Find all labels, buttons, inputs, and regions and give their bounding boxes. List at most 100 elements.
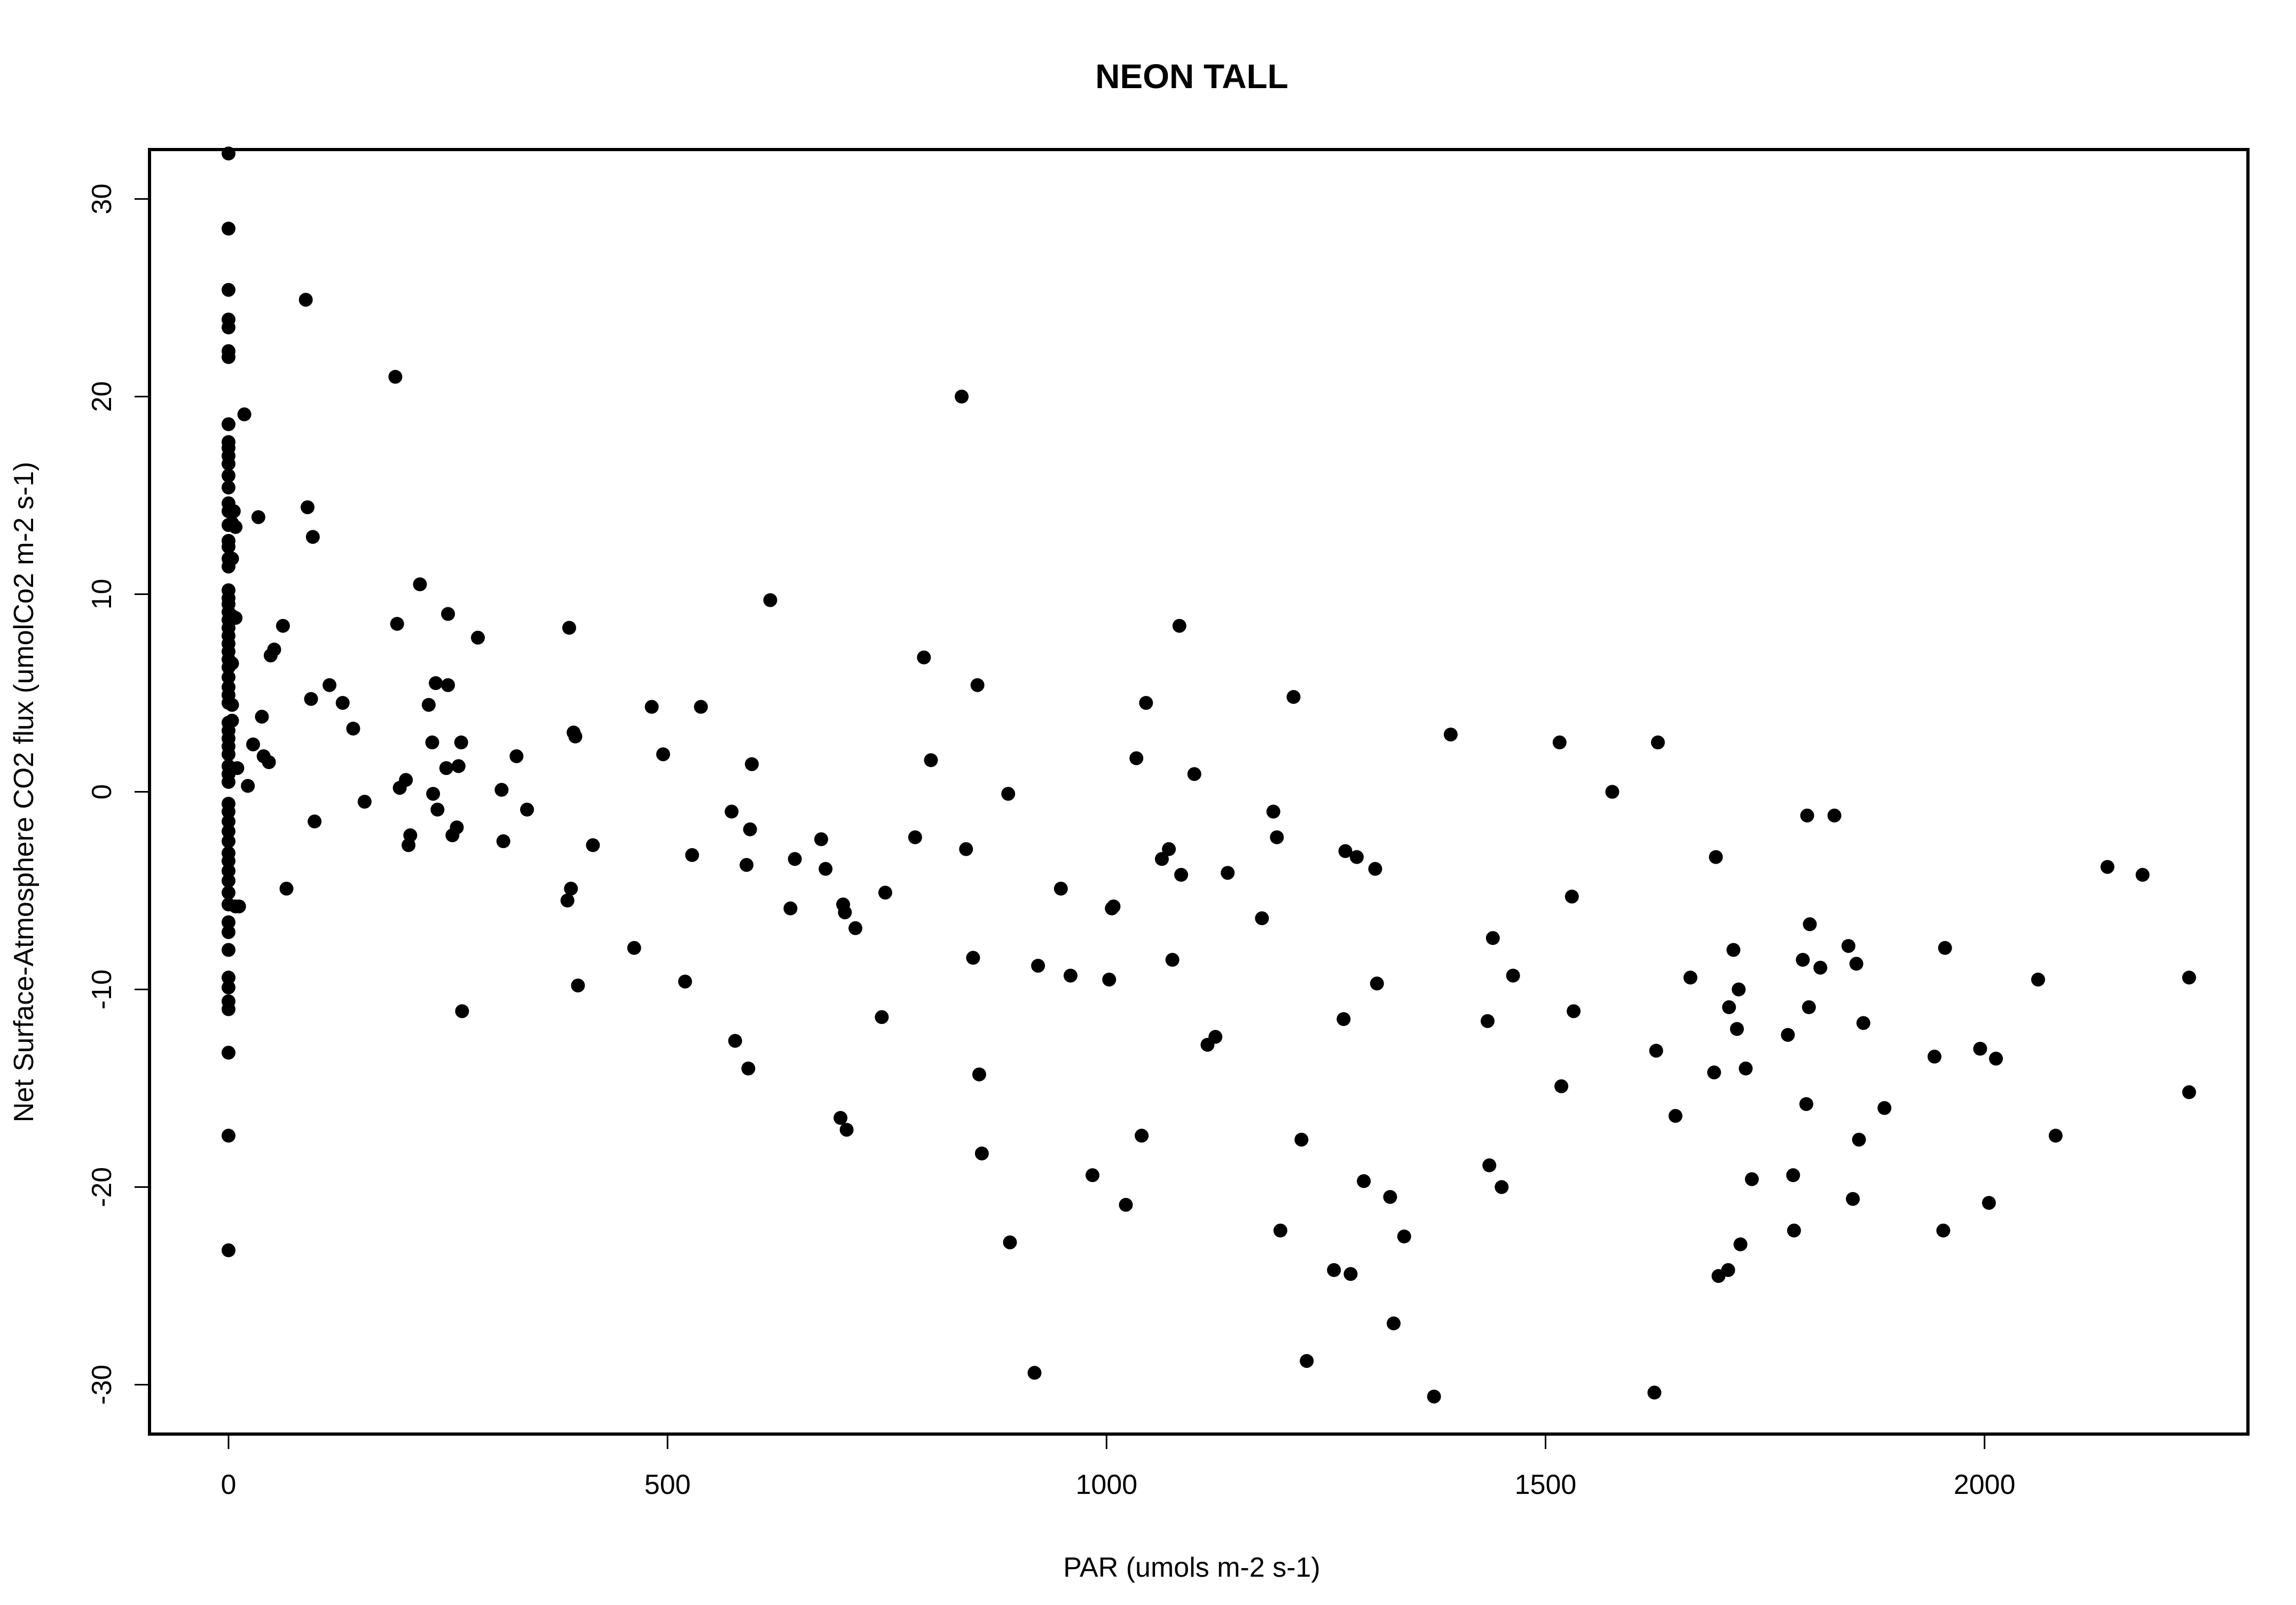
data-point <box>656 747 670 762</box>
data-point <box>221 417 235 432</box>
data-point <box>305 530 320 544</box>
data-point <box>1495 1180 1509 1194</box>
data-point <box>229 610 243 625</box>
data-point <box>725 804 739 819</box>
data-point <box>1721 1263 1735 1277</box>
data-point <box>959 842 973 856</box>
data-point <box>1803 917 1817 931</box>
data-point <box>221 747 235 762</box>
data-point <box>2048 1129 2063 1143</box>
data-point <box>728 1034 742 1048</box>
data-point <box>1338 844 1353 858</box>
chart-title: NEON TALL <box>1095 57 1288 96</box>
data-point <box>1162 842 1176 856</box>
data-point <box>2182 970 2196 985</box>
data-points <box>221 146 2196 1404</box>
data-point <box>741 1061 756 1076</box>
data-point <box>323 678 337 692</box>
data-point <box>403 828 418 842</box>
data-point <box>225 698 239 712</box>
data-point <box>1174 867 1189 882</box>
data-point <box>1856 1016 1870 1030</box>
data-point <box>814 832 828 847</box>
data-point <box>1813 960 1828 975</box>
data-point <box>251 510 265 524</box>
data-point <box>1650 735 1665 749</box>
data-point <box>413 577 427 591</box>
data-point <box>388 370 403 384</box>
data-point <box>221 480 235 495</box>
data-point <box>1255 911 1269 926</box>
data-point <box>262 755 276 769</box>
data-point <box>221 1002 235 1016</box>
data-point <box>1799 1097 1813 1111</box>
data-point <box>470 630 485 645</box>
data-point <box>819 862 833 876</box>
data-point <box>2135 867 2150 882</box>
data-point <box>237 407 251 421</box>
data-point <box>743 822 757 836</box>
data-point <box>1063 968 1078 983</box>
data-point <box>644 700 659 714</box>
data-point <box>1973 1042 1987 1056</box>
data-point <box>455 1004 469 1019</box>
data-point <box>520 802 534 817</box>
data-point <box>494 782 509 797</box>
data-point <box>763 593 777 607</box>
data-point <box>966 951 980 965</box>
data-point <box>839 1123 854 1137</box>
data-point <box>1135 1129 1149 1143</box>
data-point <box>221 539 235 554</box>
data-point <box>1286 690 1301 704</box>
data-point <box>740 858 754 872</box>
data-point <box>571 978 585 993</box>
data-point <box>399 773 413 787</box>
data-point <box>225 656 239 670</box>
y-tick-label: 0 <box>87 784 117 800</box>
plot-frame <box>148 148 2250 1436</box>
data-point <box>1564 889 1579 904</box>
data-point <box>1668 1109 1682 1123</box>
data-point <box>1744 1172 1759 1186</box>
data-point <box>1989 1052 2003 1066</box>
data-point <box>221 1129 235 1143</box>
data-point <box>241 779 255 793</box>
data-point <box>1485 931 1500 945</box>
data-point <box>1383 1190 1397 1204</box>
data-point <box>1733 1237 1748 1251</box>
data-point <box>1729 1022 1744 1036</box>
data-point <box>1732 982 1746 997</box>
data-point <box>439 761 453 776</box>
y-tick-label: 20 <box>87 381 117 412</box>
data-point <box>908 830 922 844</box>
data-point <box>221 804 235 819</box>
data-point <box>221 815 235 828</box>
data-point <box>678 974 693 989</box>
data-point <box>221 283 235 297</box>
data-point <box>221 874 235 888</box>
data-point <box>221 943 235 957</box>
data-point <box>1722 1000 1736 1014</box>
y-axis: -30 -20 -10 0 10 20 30 <box>87 184 151 1405</box>
data-point <box>441 607 455 621</box>
data-point <box>1270 830 1284 844</box>
data-point <box>2031 973 2045 987</box>
data-point <box>1187 767 1201 781</box>
data-point <box>2100 860 2114 874</box>
data-point <box>1852 1132 1866 1147</box>
data-point <box>221 1243 235 1257</box>
data-point <box>221 320 235 334</box>
data-point <box>221 886 235 900</box>
data-point <box>1443 727 1458 742</box>
data-point <box>1683 970 1697 985</box>
data-point <box>1841 939 1855 953</box>
data-point <box>1647 1385 1662 1400</box>
data-point <box>454 735 468 749</box>
data-point <box>1102 973 1116 987</box>
data-point <box>255 709 269 724</box>
data-point <box>425 735 439 749</box>
data-point <box>1649 1044 1663 1058</box>
data-point <box>1172 618 1186 633</box>
data-point <box>451 759 466 773</box>
